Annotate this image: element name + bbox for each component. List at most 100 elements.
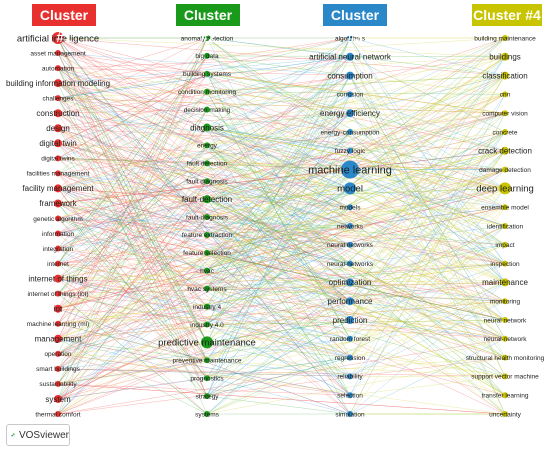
node-neural-network[interactable] (502, 335, 508, 342)
node-management[interactable] (54, 334, 62, 343)
node-strategy[interactable] (204, 393, 210, 400)
node-sustainability[interactable] (55, 380, 61, 387)
node-inspection[interactable] (502, 260, 508, 267)
node-artificial-neural-network[interactable] (346, 52, 354, 61)
node-facility-management[interactable] (54, 184, 62, 193)
node-fault-detection[interactable] (204, 160, 210, 167)
node-hvac[interactable] (204, 267, 210, 274)
node-computer-vision[interactable] (502, 110, 508, 117)
node-digital-twin[interactable] (54, 139, 62, 148)
node-support-vector-machine[interactable] (502, 373, 508, 380)
node-deep-learning[interactable] (499, 182, 511, 195)
node-ensemble-model[interactable] (502, 204, 508, 211)
node-asset-management[interactable] (55, 50, 61, 57)
node-fault-diagnosis[interactable] (204, 214, 210, 221)
node-systems[interactable] (204, 411, 210, 417)
node-industry-4-0[interactable] (204, 321, 210, 328)
node-label-performance: performance (328, 297, 373, 306)
node-decision-making[interactable] (204, 106, 210, 113)
node-fuzzy-logic[interactable] (347, 147, 353, 154)
node-models[interactable] (347, 204, 353, 211)
node-digital-twins[interactable] (55, 155, 61, 162)
node-energy[interactable] (204, 142, 210, 149)
node-energy-consumption[interactable] (347, 129, 353, 135)
node-challenges[interactable] (55, 95, 61, 102)
node-hvac-systems[interactable] (204, 285, 210, 292)
node-maintenance[interactable] (501, 278, 509, 287)
node-internet-of-things-iot[interactable] (55, 290, 61, 297)
node-industry-4[interactable] (204, 303, 210, 310)
node-big-data[interactable] (204, 52, 210, 59)
node-design[interactable] (54, 124, 62, 133)
node-transfer-learning[interactable] (502, 392, 508, 399)
node-information[interactable] (55, 230, 61, 237)
node-building-systems[interactable] (204, 70, 210, 77)
node-networks[interactable] (347, 223, 353, 229)
node-fault-diagnosis[interactable] (204, 178, 210, 185)
node-genetic-algorithm[interactable] (55, 215, 61, 222)
node-building-information-modeling[interactable] (54, 79, 62, 88)
node-algorithms[interactable] (347, 35, 353, 41)
node-iot[interactable] (54, 304, 62, 313)
node-damage-detection[interactable] (502, 166, 508, 173)
node-random-forest[interactable] (347, 335, 353, 342)
node-corrosion[interactable] (347, 91, 353, 98)
node-simulation[interactable] (347, 411, 353, 417)
node-predictive-maintenance[interactable] (201, 336, 213, 349)
node-fault-detection[interactable] (203, 195, 211, 204)
node-building-maintenance[interactable] (502, 35, 508, 41)
node-regression[interactable] (347, 354, 353, 361)
node-impact[interactable] (502, 241, 508, 248)
node-internet[interactable] (55, 260, 61, 267)
network-edge (57, 112, 506, 264)
node-construction[interactable] (54, 109, 62, 118)
network-edge (57, 203, 208, 379)
network-edge (57, 131, 351, 279)
node-system[interactable] (54, 394, 62, 403)
node-consumption[interactable] (346, 71, 354, 80)
node-integration[interactable] (55, 245, 61, 252)
node-artificial-intelligence[interactable] (52, 32, 64, 44)
network-edge (206, 163, 351, 189)
node-facilities-management[interactable] (55, 170, 61, 177)
node-feature-selection[interactable] (204, 249, 210, 256)
node-reliability[interactable] (347, 373, 353, 380)
node-structural-health-monitoring[interactable] (502, 354, 508, 361)
network-edge (57, 52, 506, 152)
node-label-information: information (42, 231, 75, 238)
node-cnn[interactable] (502, 91, 508, 98)
node-condition-monitoring[interactable] (204, 88, 210, 95)
node-prognostics[interactable] (204, 375, 210, 382)
node-operation[interactable] (55, 350, 61, 357)
node-machine-learning[interactable] (341, 160, 359, 179)
network-edge (206, 342, 351, 377)
node-identification[interactable] (502, 223, 508, 229)
node-classification[interactable] (501, 71, 509, 80)
node-uncertainty[interactable] (502, 411, 508, 417)
node-neural-network[interactable] (502, 317, 508, 323)
node-framework[interactable] (54, 199, 62, 208)
node-concrete[interactable] (502, 129, 508, 135)
node-feature-extraction[interactable] (204, 231, 210, 238)
node-neural-networks[interactable] (347, 260, 353, 267)
node-crack-detection[interactable] (501, 146, 509, 155)
node-performance[interactable] (346, 297, 354, 306)
node-smart-buildings[interactable] (55, 365, 61, 372)
node-preventive-maintenance[interactable] (204, 357, 210, 364)
node-label-feature-selection: feature selection (183, 250, 231, 257)
node-thermal-comfort[interactable] (55, 411, 61, 417)
network-edge (57, 353, 351, 396)
node-automation[interactable] (55, 65, 61, 72)
node-selection[interactable] (347, 392, 353, 399)
node-buildings[interactable] (501, 52, 509, 61)
node-internet-of-things[interactable] (54, 274, 62, 283)
node-machine-learning-ml[interactable] (55, 320, 61, 327)
node-optimization[interactable] (346, 278, 354, 287)
node-anomaly-detection[interactable] (204, 35, 210, 41)
node-model[interactable] (344, 182, 356, 195)
node-neural-networks[interactable] (347, 241, 353, 248)
node-energy-efficiency[interactable] (346, 109, 354, 118)
node-diagnosis[interactable] (203, 123, 211, 132)
node-prediction[interactable] (346, 316, 354, 324)
node-monitoring[interactable] (502, 298, 508, 305)
